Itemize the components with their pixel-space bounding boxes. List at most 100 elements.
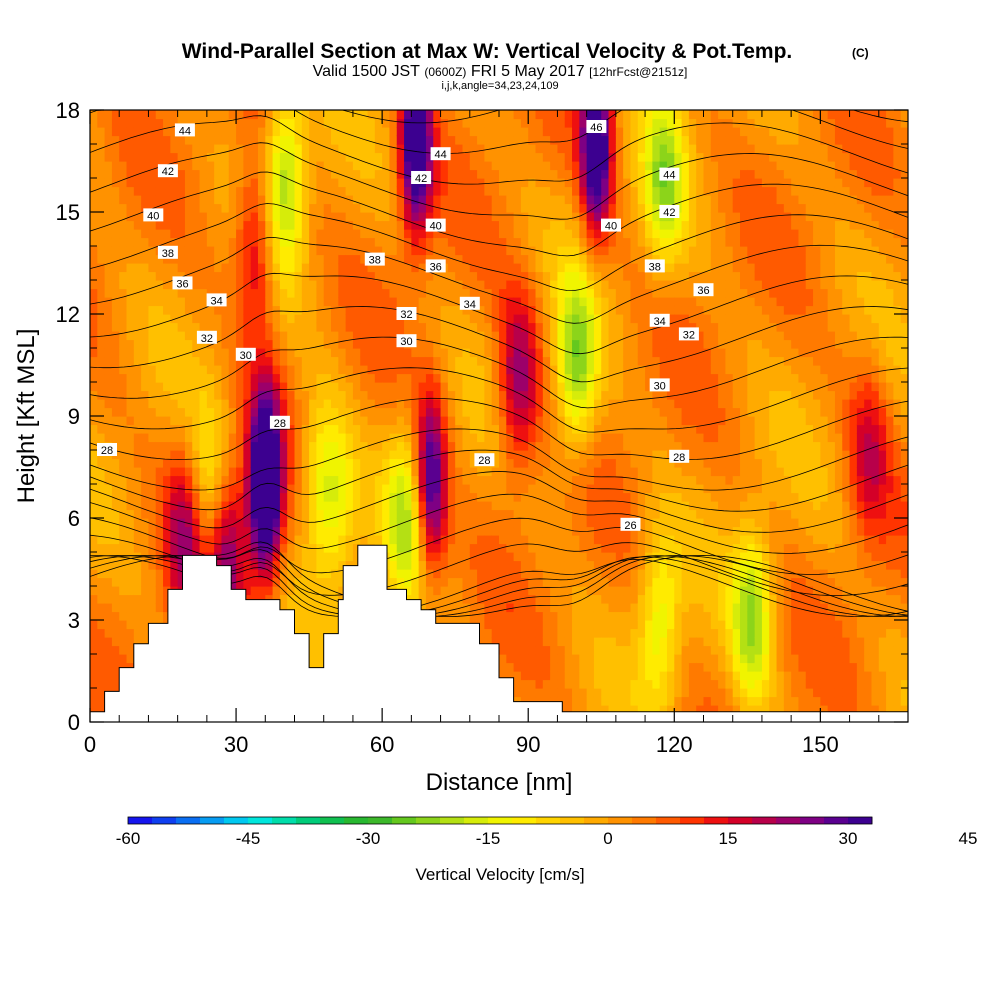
velocity-cell	[469, 424, 478, 434]
velocity-cell	[528, 288, 537, 298]
velocity-cell	[374, 237, 383, 247]
velocity-cell	[228, 110, 237, 120]
velocity-cell	[316, 433, 325, 443]
velocity-cell	[374, 458, 383, 468]
velocity-cell	[499, 229, 507, 239]
velocity-cell	[257, 441, 266, 451]
velocity-cell	[309, 212, 318, 222]
velocity-cell	[404, 237, 412, 247]
velocity-cell	[462, 263, 471, 273]
velocity-cell	[389, 280, 398, 290]
velocity-cell	[550, 271, 559, 281]
velocity-cell	[469, 441, 478, 451]
velocity-cell	[104, 620, 113, 630]
velocity-cell	[214, 441, 223, 451]
velocity-cell	[104, 560, 113, 570]
velocity-cell	[133, 220, 142, 230]
velocity-cell	[462, 305, 471, 315]
velocity-cell	[469, 535, 478, 545]
velocity-cell	[462, 467, 471, 477]
velocity-cell	[440, 254, 449, 264]
velocity-cell	[499, 509, 507, 519]
velocity-cell	[236, 552, 244, 562]
velocity-cell	[374, 135, 383, 145]
velocity-cell	[513, 212, 522, 222]
velocity-cell	[104, 399, 113, 409]
velocity-cell	[265, 127, 274, 137]
velocity-cell	[126, 611, 135, 621]
velocity-cell	[287, 501, 296, 511]
velocity-cell	[228, 365, 237, 375]
velocity-cell	[250, 501, 259, 511]
velocity-cell	[506, 254, 515, 264]
velocity-cell	[572, 399, 580, 409]
velocity-cell	[352, 254, 361, 264]
velocity-cell	[499, 161, 507, 171]
velocity-cell	[513, 161, 522, 171]
velocity-cell	[199, 424, 208, 434]
velocity-cell	[163, 577, 171, 587]
velocity-cell	[557, 152, 566, 162]
velocity-cell	[535, 696, 544, 706]
velocity-cell	[564, 611, 573, 621]
velocity-cell	[550, 688, 559, 698]
velocity-cell	[97, 237, 106, 247]
velocity-cell	[104, 416, 113, 426]
velocity-cell	[462, 356, 471, 366]
velocity-cell	[404, 382, 412, 392]
velocity-cell	[477, 603, 485, 613]
velocity-cell	[301, 518, 310, 528]
velocity-cell	[133, 305, 142, 315]
velocity-cell	[447, 458, 456, 468]
velocity-cell	[345, 314, 354, 324]
velocity-cell	[528, 671, 537, 681]
velocity-cell	[469, 407, 478, 417]
velocity-cell	[294, 509, 303, 519]
velocity-cell	[520, 399, 529, 409]
velocity-cell	[170, 229, 179, 239]
velocity-cell	[352, 458, 361, 468]
velocity-cell	[199, 220, 208, 230]
velocity-cell	[294, 450, 303, 460]
velocity-cell	[542, 263, 551, 273]
velocity-cell	[440, 569, 449, 579]
velocity-cell	[323, 348, 332, 358]
velocity-cell	[228, 543, 237, 553]
velocity-cell	[586, 144, 595, 154]
velocity-cell	[491, 628, 500, 638]
velocity-cell	[177, 220, 186, 230]
velocity-cell	[535, 637, 544, 647]
velocity-cell	[309, 484, 318, 494]
velocity-cell	[367, 365, 376, 375]
velocity-cell	[97, 118, 106, 128]
velocity-cell	[557, 169, 566, 179]
velocity-cell	[331, 144, 339, 154]
velocity-cell	[389, 535, 398, 545]
velocity-cell	[133, 212, 142, 222]
velocity-cell	[535, 305, 544, 315]
velocity-cell	[345, 441, 354, 451]
velocity-cell	[199, 475, 208, 485]
velocity-cell	[236, 195, 244, 205]
velocity-cell	[97, 246, 106, 256]
velocity-cell	[206, 288, 215, 298]
velocity-cell	[425, 373, 434, 383]
velocity-cell	[345, 373, 354, 383]
velocity-cell	[184, 254, 193, 264]
velocity-cell	[455, 552, 464, 562]
velocity-cell	[192, 127, 201, 137]
velocity-cell	[221, 229, 230, 239]
velocity-cell	[192, 475, 201, 485]
velocity-cell	[491, 305, 500, 315]
velocity-cell	[316, 254, 325, 264]
velocity-cell	[221, 161, 230, 171]
velocity-cell	[528, 594, 537, 604]
velocity-cell	[513, 237, 522, 247]
velocity-cell	[104, 118, 113, 128]
velocity-cell	[155, 535, 164, 545]
velocity-cell	[513, 288, 522, 298]
velocity-cell	[462, 586, 471, 596]
velocity-cell	[535, 433, 544, 443]
velocity-cell	[469, 144, 478, 154]
velocity-cell	[433, 246, 442, 256]
